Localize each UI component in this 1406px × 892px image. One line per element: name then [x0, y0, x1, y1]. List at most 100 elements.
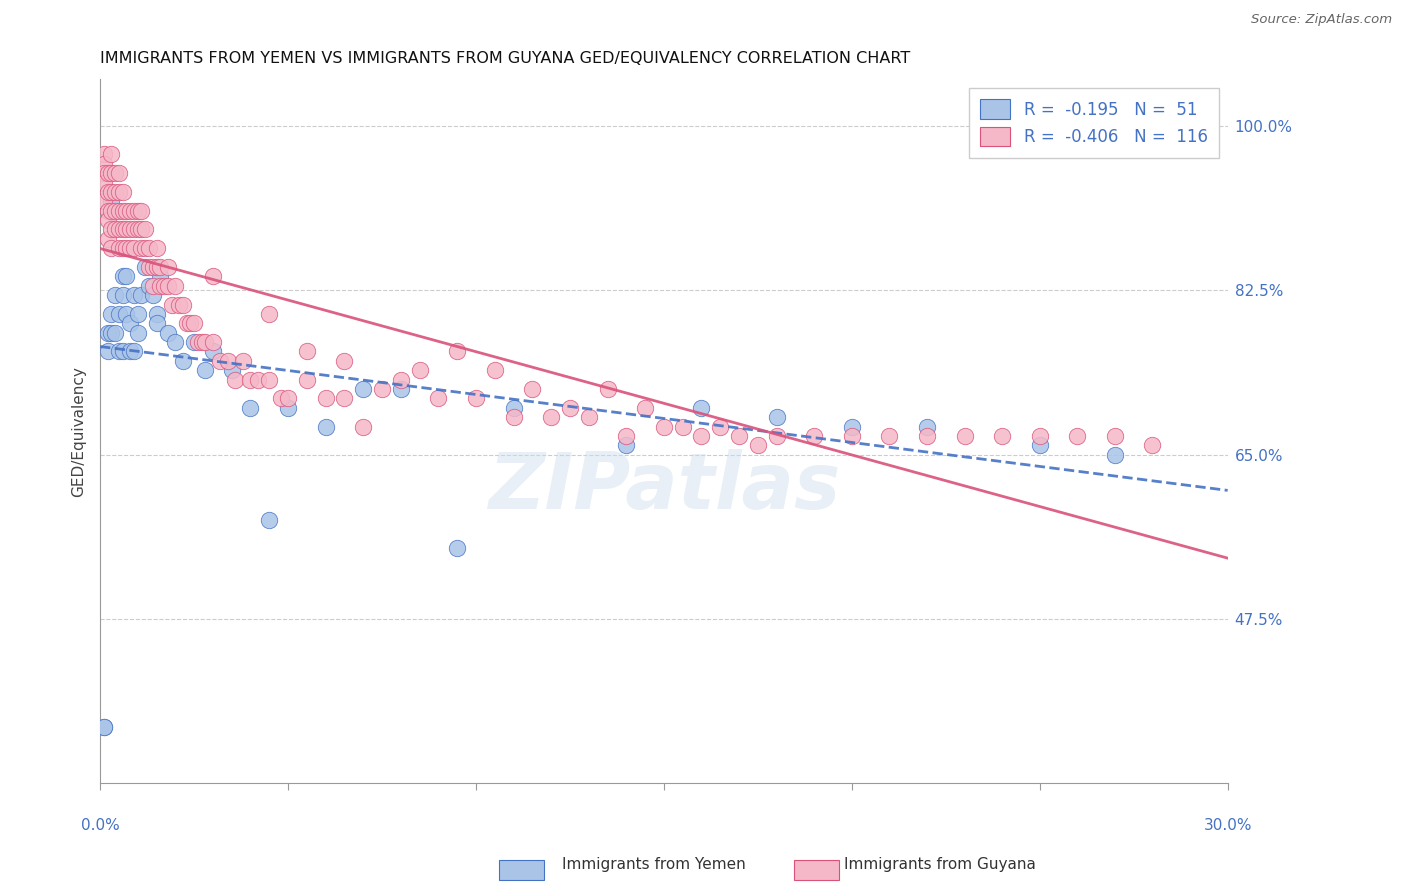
Point: [142, 260, 165, 274]
Point: [100, 194, 122, 209]
Point: [97, 203, 120, 218]
Point: [104, 288, 127, 302]
Point: [111, 269, 134, 284]
Point: [614, 429, 637, 443]
Point: [522, 382, 544, 396]
Point: [765, 410, 787, 425]
Y-axis label: GED/Equivalency: GED/Equivalency: [72, 366, 86, 497]
Point: [131, 203, 153, 218]
Point: [747, 438, 769, 452]
Point: [142, 278, 165, 293]
Point: [115, 241, 138, 255]
Point: [149, 278, 172, 293]
Point: [145, 241, 167, 255]
Point: [172, 297, 194, 311]
Point: [100, 185, 122, 199]
Point: [728, 429, 751, 443]
Point: [194, 334, 217, 349]
Point: [115, 307, 138, 321]
Point: [201, 269, 224, 284]
Point: [652, 419, 675, 434]
Point: [183, 334, 205, 349]
Text: Immigrants from Guyana: Immigrants from Guyana: [844, 857, 1035, 872]
Point: [142, 288, 165, 302]
Point: [446, 344, 468, 359]
Point: [104, 326, 127, 340]
Point: [100, 307, 122, 321]
Point: [93, 720, 115, 734]
Point: [915, 429, 938, 443]
Point: [194, 363, 217, 377]
Point: [127, 307, 149, 321]
Point: [389, 373, 412, 387]
Point: [97, 185, 120, 199]
Point: [232, 354, 254, 368]
Text: IMMIGRANTS FROM YEMEN VS IMMIGRANTS FROM GUYANA GED/EQUIVALENCY CORRELATION CHAR: IMMIGRANTS FROM YEMEN VS IMMIGRANTS FROM…: [100, 51, 910, 66]
Point: [484, 363, 506, 377]
Point: [502, 401, 524, 415]
Point: [427, 392, 450, 406]
Text: Immigrants from Yemen: Immigrants from Yemen: [562, 857, 747, 872]
Point: [93, 176, 115, 190]
Point: [97, 166, 120, 180]
Point: [100, 222, 122, 236]
Point: [183, 316, 205, 330]
Point: [149, 260, 172, 274]
Point: [93, 157, 115, 171]
Point: [111, 222, 134, 236]
Point: [165, 334, 187, 349]
Point: [179, 316, 201, 330]
Point: [446, 541, 468, 556]
Point: [120, 203, 142, 218]
Point: [224, 373, 246, 387]
Point: [221, 363, 243, 377]
Point: [1104, 429, 1126, 443]
Point: [111, 185, 134, 199]
Point: [690, 401, 713, 415]
Point: [1066, 429, 1088, 443]
Point: [97, 232, 120, 246]
Point: [104, 185, 127, 199]
Point: [122, 203, 145, 218]
Point: [93, 147, 115, 161]
Point: [93, 720, 115, 734]
Point: [315, 419, 337, 434]
Point: [270, 392, 292, 406]
Point: [259, 307, 281, 321]
Point: [93, 194, 115, 209]
Point: [690, 429, 713, 443]
Point: [614, 438, 637, 452]
Point: [167, 297, 190, 311]
Point: [879, 429, 901, 443]
Point: [93, 166, 115, 180]
Point: [108, 241, 131, 255]
Point: [634, 401, 657, 415]
Point: [578, 410, 600, 425]
Point: [145, 316, 167, 330]
Point: [153, 278, 176, 293]
Point: [145, 260, 167, 274]
Point: [149, 269, 172, 284]
Point: [841, 419, 863, 434]
Point: [209, 354, 232, 368]
Point: [145, 307, 167, 321]
Point: [100, 147, 122, 161]
Point: [131, 241, 153, 255]
Text: 0.0%: 0.0%: [80, 818, 120, 833]
Text: ZIPatlas: ZIPatlas: [488, 450, 839, 525]
Point: [295, 373, 318, 387]
Point: [100, 241, 122, 255]
Point: [108, 166, 131, 180]
Point: [172, 354, 194, 368]
Point: [246, 373, 269, 387]
Point: [100, 326, 122, 340]
Point: [120, 316, 142, 330]
Point: [201, 334, 224, 349]
Point: [315, 392, 337, 406]
Point: [596, 382, 619, 396]
Point: [187, 334, 209, 349]
Point: [841, 429, 863, 443]
Point: [120, 344, 142, 359]
Point: [333, 354, 356, 368]
Point: [165, 278, 187, 293]
